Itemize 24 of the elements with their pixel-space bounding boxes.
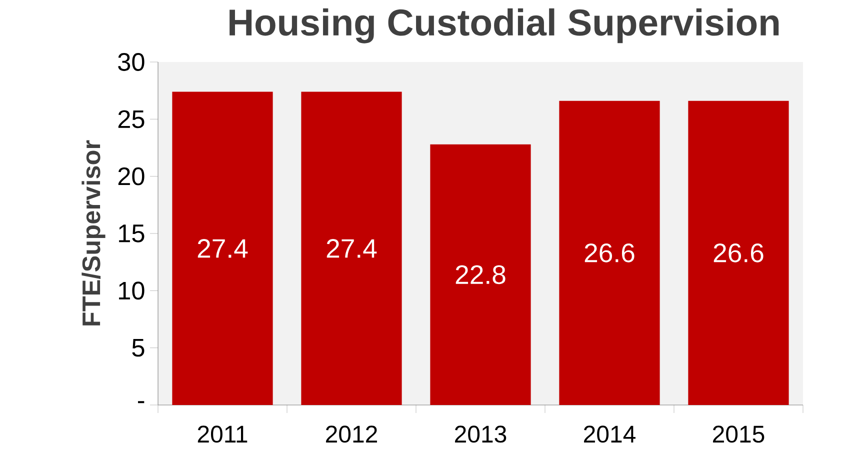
data-label: 22.8 [456,265,506,284]
x-tick-label: 2013 [455,426,506,443]
y-tick-label: 15 [119,224,144,242]
y-tick-label: 30 [118,53,144,71]
bar [430,144,531,405]
data-label: 27.4 [326,239,377,258]
x-tick-label: 2014 [584,426,636,443]
y-tick-label: - [138,401,144,404]
chart-title: Housing Custodial Supervision [230,8,779,44]
bar [688,100,789,405]
y-tick-label: 10 [119,282,144,300]
x-tick-label: 2012 [326,426,377,443]
x-tick-label: 2015 [713,426,764,443]
data-label: 26.6 [584,243,634,262]
bar [172,92,273,405]
data-label: 26.6 [714,243,764,262]
bar [559,100,660,405]
y-axis-title: FTE/Supervisor [82,140,106,326]
bar [301,92,402,405]
y-tick-label: 20 [118,167,144,186]
x-tick-label: 2011 [198,426,248,443]
y-tick-label: 5 [132,338,144,357]
y-tick-label: 25 [118,110,144,128]
data-label: 27.4 [198,239,248,258]
